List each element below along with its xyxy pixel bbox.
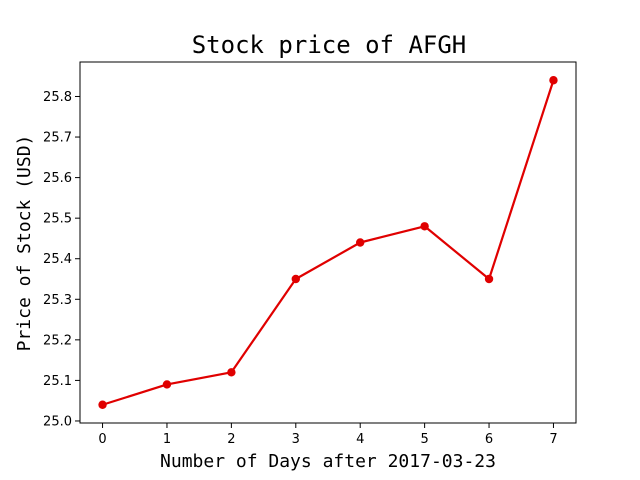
- chart-title: Stock price of AFGH: [192, 31, 467, 59]
- y-tick-label: 25.1: [43, 374, 72, 389]
- y-tick-label: 25.7: [43, 131, 72, 146]
- y-tick-label: 25.0: [43, 414, 72, 429]
- y-tick-label: 25.2: [43, 333, 72, 348]
- y-tick-label: 25.8: [43, 90, 72, 105]
- y-tick-label: 25.6: [43, 171, 72, 186]
- x-tick-label: 0: [98, 432, 106, 447]
- data-point: [227, 368, 236, 377]
- y-tick-label: 25.5: [43, 212, 72, 227]
- plot-area: [79, 61, 577, 424]
- data-point: [162, 380, 172, 389]
- series-line: [98, 76, 558, 409]
- x-tick-label: 7: [549, 432, 557, 447]
- y-tick-label: 25.4: [43, 252, 72, 267]
- data-point: [291, 274, 300, 284]
- data-point: [420, 222, 429, 231]
- x-tick-label: 2: [227, 432, 235, 447]
- data-point: [356, 238, 365, 247]
- data-point: [98, 400, 107, 409]
- x-tick-label: 1: [163, 432, 171, 447]
- y-axis-label: Price of Stock (USD): [14, 135, 35, 352]
- y-axis: 25.0 25.1 25.2 25.3 25.4 25.5 25.6 25.7 25.8: [43, 90, 80, 429]
- data-point: [484, 274, 494, 284]
- x-tick-label: 5: [420, 432, 428, 447]
- data-point: [549, 76, 558, 85]
- price-line: [102, 79, 555, 406]
- x-tick-label: 3: [292, 432, 300, 447]
- x-axis-label: Number of Days after 2017-03-23: [160, 451, 496, 472]
- x-axis: 0 1 2 3 4 5 6 7: [98, 423, 558, 447]
- x-tick-label: 4: [356, 432, 364, 447]
- x-tick-label: 6: [485, 432, 493, 447]
- y-tick-label: 25.3: [43, 293, 72, 308]
